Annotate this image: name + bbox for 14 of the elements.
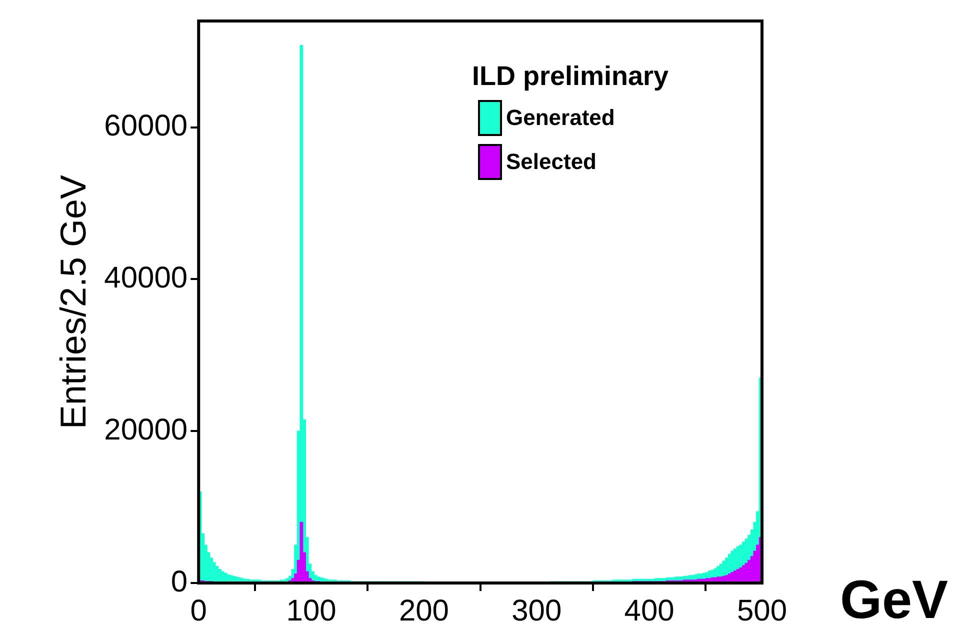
x-tick-label: 100 (286, 594, 336, 628)
y-axis-title: Entries/2.5 GeV (52, 174, 94, 430)
x-tick-label: 300 (512, 594, 562, 628)
x-tick-label: 500 (736, 594, 788, 628)
x-axis-title: GeV (840, 569, 948, 631)
y-tick-label: 60000 (104, 110, 188, 143)
y-tick-label: 20000 (104, 413, 188, 446)
x-tick-label: 200 (398, 594, 450, 628)
x-tick-label: 400 (624, 594, 674, 628)
y-tick-label: 0 (170, 565, 188, 598)
legend-label: Generated (506, 105, 615, 131)
legend-title: ILD preliminary (472, 61, 669, 92)
y-tick-label: 40000 (104, 261, 188, 294)
legend-label: Selected (506, 149, 596, 175)
